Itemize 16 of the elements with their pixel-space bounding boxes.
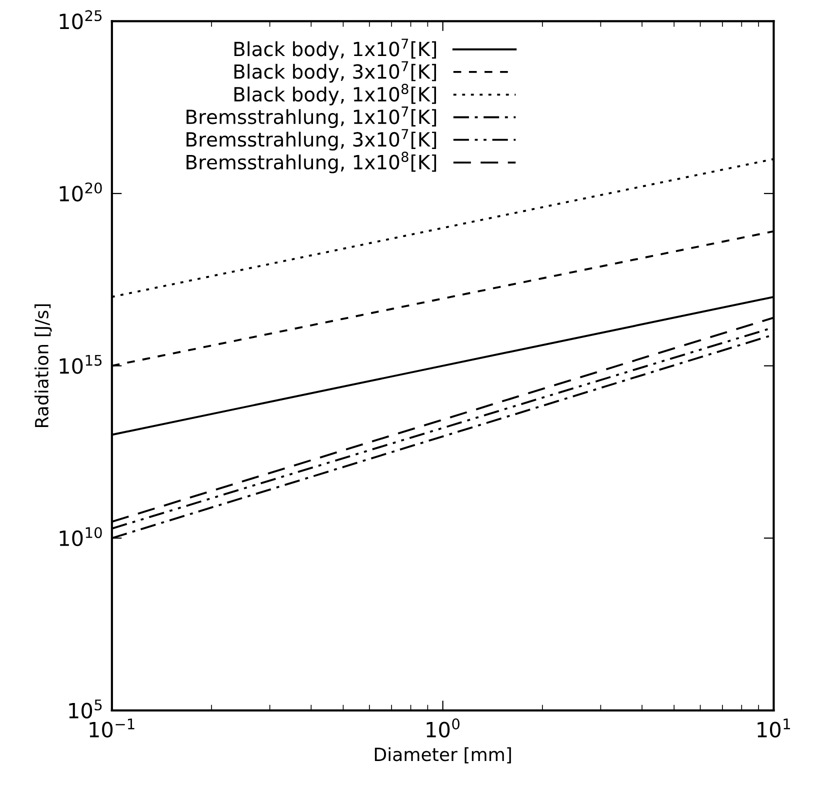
y-tick-label: 10$^{20}$ (60, 182, 102, 202)
y-axis-title: Radiation [J/s] (34, 304, 52, 428)
y-tick-label: 10$^{15}$ (60, 354, 102, 374)
x-tick-label: 10$^{−1}$ (90, 718, 134, 738)
legend-label: Bremsstrahlung, 1x10$^{7}$[K] (186, 106, 436, 128)
legend-label: Bremsstrahlung, 3x10$^{7}$[K] (186, 129, 436, 151)
y-tick-label: 10$^{5}$ (69, 700, 102, 718)
legend-label: Black body, 1x10$^{7}$[K] (234, 38, 436, 60)
x-tick-label: 10$^{0}$ (426, 718, 460, 738)
x-axis-title: Diameter [mm] (374, 747, 511, 764)
legend-label: Black body, 1x10$^{8}$[K] (234, 84, 436, 106)
legend-label: Bremsstrahlung, 1x10$^{8}$[K] (186, 152, 436, 174)
y-tick-label: 10$^{25}$ (60, 10, 102, 30)
x-tick-label: 10$^{1}$ (758, 718, 790, 738)
legend-label: Black body, 3x10$^{7}$[K] (234, 61, 436, 83)
y-tick-label: 10$^{10}$ (60, 527, 102, 546)
